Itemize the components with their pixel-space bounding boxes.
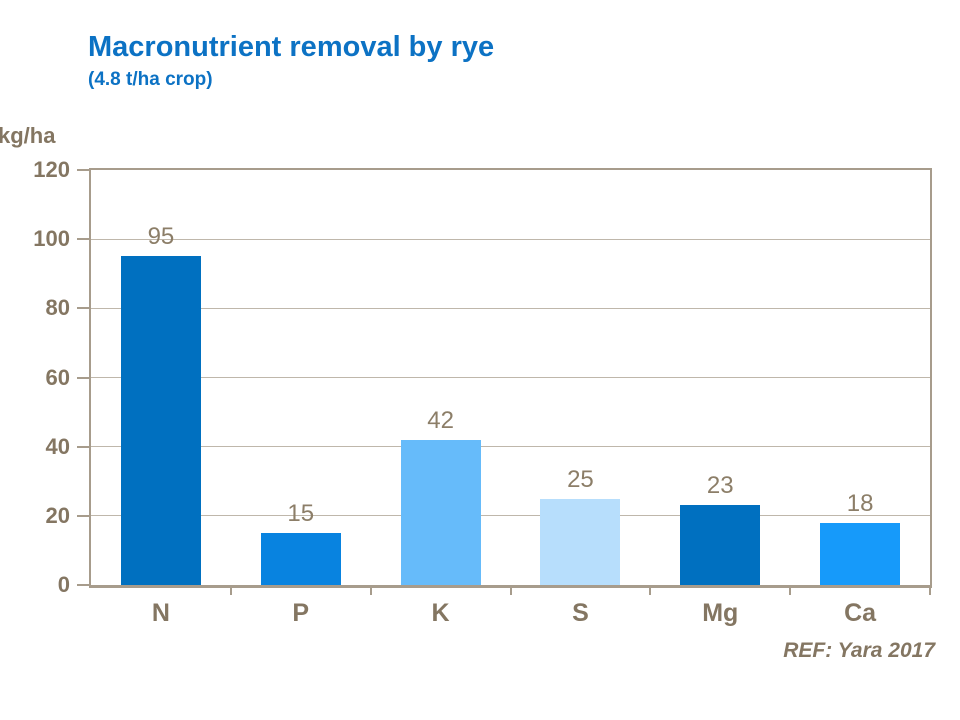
chart-subtitle: (4.8 t/ha crop): [88, 69, 213, 90]
y-axis-unit-label: kg/ha: [0, 123, 56, 148]
bar: [680, 505, 761, 585]
x-category-label: P: [292, 599, 310, 627]
y-tick-label: 120: [33, 157, 70, 182]
y-tick-label: 20: [45, 502, 70, 528]
x-tick: [509, 588, 512, 595]
x-category-label: Ca: [844, 599, 877, 627]
gridline: [91, 238, 930, 240]
gridline: [91, 377, 930, 378]
y-tick: [77, 376, 90, 379]
bar: [260, 533, 341, 585]
gridline: [91, 515, 930, 517]
y-tick: [77, 307, 90, 310]
bar-value-label: 15: [287, 500, 315, 528]
plot-top-border: [89, 168, 932, 170]
x-category-label: S: [572, 599, 589, 627]
y-tick: [77, 169, 90, 171]
x-category-label: K: [431, 599, 450, 627]
y-tick-label: 0: [57, 572, 70, 597]
x-tick: [229, 588, 232, 595]
x-tick: [369, 588, 372, 595]
bar: [820, 522, 901, 585]
bar-value-label: 23: [706, 472, 734, 500]
y-tick-label: 100: [33, 226, 70, 252]
bar-value-label: 95: [147, 223, 175, 251]
x-tick: [789, 588, 792, 595]
y-axis-line: [89, 168, 91, 588]
chart-title: Macronutrient removal by rye: [88, 31, 495, 63]
y-tick-label: 80: [45, 295, 70, 321]
y-tick-label: 40: [45, 433, 70, 459]
y-tick: [77, 584, 90, 586]
gridline: [91, 446, 930, 448]
bar: [120, 256, 201, 585]
bar-value-label: 25: [567, 465, 594, 493]
y-tick-label: 60: [45, 364, 70, 390]
x-category-label: Mg: [702, 599, 739, 627]
bar: [540, 498, 621, 585]
y-tick: [77, 514, 90, 517]
x-tick: [649, 588, 652, 595]
bar: [400, 439, 481, 585]
x-tick: [929, 588, 931, 595]
reference-text: REF: Yara 2017: [783, 639, 935, 662]
bar-value-label: 18: [846, 489, 874, 517]
bar-value-label: 42: [427, 406, 454, 434]
plot-right-border: [930, 168, 932, 588]
y-tick: [77, 445, 90, 448]
y-tick: [77, 238, 90, 241]
x-category-label: N: [151, 599, 170, 627]
gridline: [91, 307, 930, 309]
x-axis-line: [89, 585, 932, 588]
